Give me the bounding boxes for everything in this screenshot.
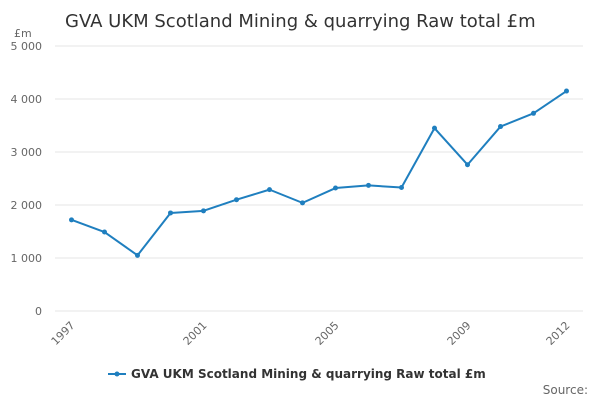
data-point <box>399 185 404 191</box>
x-axis-ticks: 1997 2001 2005 2009 2012 <box>49 319 573 348</box>
x-tick-label: 2012 <box>544 319 573 348</box>
y-tick-label: 4 000 <box>11 93 43 106</box>
x-tick-label: 1997 <box>49 319 78 348</box>
data-point <box>300 200 305 206</box>
y-axis-ticks: 0 1 000 2 000 3 000 4 000 5 000 <box>11 40 43 318</box>
x-tick-label: 2009 <box>445 319 474 348</box>
series-layer <box>69 88 569 258</box>
data-point <box>564 88 569 94</box>
y-tick-label: 5 000 <box>11 40 43 53</box>
gridlines <box>55 45 583 312</box>
data-point <box>465 162 470 168</box>
data-point <box>234 197 239 203</box>
data-point <box>102 229 107 235</box>
legend-label: GVA UKM Scotland Mining & quarrying Raw … <box>131 367 486 381</box>
data-point <box>135 252 140 258</box>
y-tick-label: 3 000 <box>11 146 43 159</box>
y-tick-label: 0 <box>35 305 42 318</box>
y-tick-label: 2 000 <box>11 199 43 212</box>
source-label: Source: <box>543 383 588 397</box>
series-line <box>70 90 568 257</box>
data-point <box>168 210 173 216</box>
y-tick-label: 1 000 <box>11 252 43 265</box>
data-point <box>366 182 371 188</box>
data-point <box>498 124 503 130</box>
data-point <box>531 110 536 116</box>
data-point <box>201 208 206 214</box>
x-tick-label: 2005 <box>313 319 342 348</box>
data-point <box>432 125 437 131</box>
data-point <box>333 185 338 191</box>
data-point <box>69 217 74 223</box>
y-axis-unit: £m <box>14 27 32 40</box>
legend[interactable]: GVA UKM Scotland Mining & quarrying Raw … <box>108 367 486 381</box>
x-tick-label: 2001 <box>181 319 210 348</box>
chart-title: GVA UKM Scotland Mining & quarrying Raw … <box>65 11 536 32</box>
legend-point-marker <box>114 371 120 377</box>
data-point <box>267 187 272 193</box>
